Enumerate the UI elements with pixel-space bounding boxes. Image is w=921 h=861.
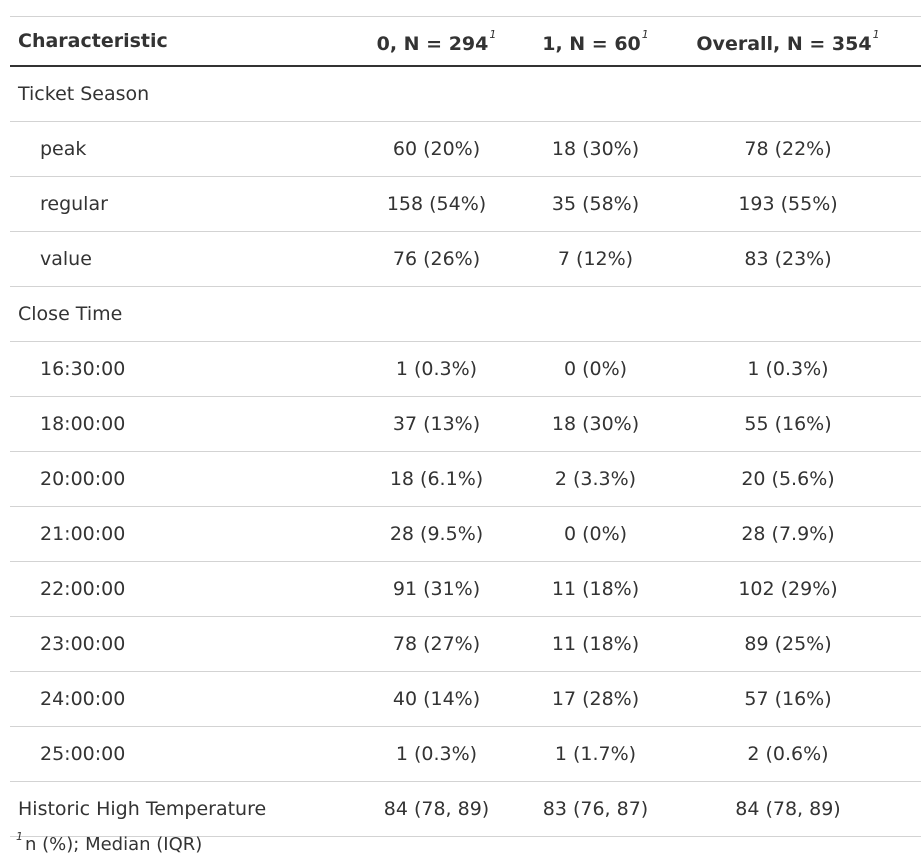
table-cell: 193 (55%) xyxy=(655,176,921,232)
footnote-marker: 1 xyxy=(16,830,23,843)
table-row: 16:30:00 1 (0.3%) 0 (0%) 1 (0.3%) xyxy=(10,341,921,397)
header-group-0: 0, N = 2941 xyxy=(337,16,536,67)
table-cell xyxy=(655,286,921,342)
table-cell: 2 (0.6%) xyxy=(655,726,921,782)
table-row: peak 60 (20%) 18 (30%) 78 (22%) xyxy=(10,121,921,177)
table-row: 25:00:00 1 (0.3%) 1 (1.7%) 2 (0.6%) xyxy=(10,726,921,782)
table-cell: 84 (78, 89) xyxy=(337,781,536,837)
table-cell: 1 (0.3%) xyxy=(655,341,921,397)
table-row: 23:00:00 78 (27%) 11 (18%) 89 (25%) xyxy=(10,616,921,672)
header-row: Characteristic 0, N = 2941 1, N = 601 Ov… xyxy=(10,16,921,67)
table-cell: 1 (1.7%) xyxy=(536,726,655,782)
header-label: Characteristic xyxy=(18,30,168,52)
table-cell: 76 (26%) xyxy=(337,231,536,287)
table-cell: 28 (7.9%) xyxy=(655,506,921,562)
footnote-marker: 1 xyxy=(489,27,497,41)
table-cell: 18 (6.1%) xyxy=(337,451,536,507)
table-cell: 83 (76, 87) xyxy=(536,781,655,837)
table-cell: 60 (20%) xyxy=(337,121,536,177)
row-level-label: regular xyxy=(10,176,337,232)
table-cell: 1 (0.3%) xyxy=(337,341,536,397)
row-level-label: 22:00:00 xyxy=(10,561,337,617)
row-level-label: peak xyxy=(10,121,337,177)
header-overall: Overall, N = 3541 xyxy=(655,16,921,67)
header-label: 1, N = 60 xyxy=(542,32,641,55)
table-cell: 83 (23%) xyxy=(655,231,921,287)
table-cell: 0 (0%) xyxy=(536,341,655,397)
table-cell: 28 (9.5%) xyxy=(337,506,536,562)
table-cell xyxy=(536,66,655,122)
footnote-text: n (%); Median (IQR) xyxy=(25,834,203,855)
table-cell: 0 (0%) xyxy=(536,506,655,562)
header-group-1: 1, N = 601 xyxy=(536,16,655,67)
row-level-label: 23:00:00 xyxy=(10,616,337,672)
table-row: 21:00:00 28 (9.5%) 0 (0%) 28 (7.9%) xyxy=(10,506,921,562)
table-row: Close Time xyxy=(10,286,921,342)
row-level-label: 24:00:00 xyxy=(10,671,337,727)
table-cell xyxy=(536,286,655,342)
table-cell: 37 (13%) xyxy=(337,396,536,452)
table-row: Ticket Season xyxy=(10,66,921,122)
header-label: 0, N = 294 xyxy=(376,32,489,55)
header-label: Overall, N = 354 xyxy=(696,32,872,55)
table-cell: 20 (5.6%) xyxy=(655,451,921,507)
table-row: 24:00:00 40 (14%) 17 (28%) 57 (16%) xyxy=(10,671,921,727)
table-row: Historic High Temperature 84 (78, 89) 83 (… xyxy=(10,781,921,837)
table-row: 22:00:00 91 (31%) 11 (18%) 102 (29%) xyxy=(10,561,921,617)
row-variable-label: Historic High Temperature xyxy=(10,781,337,837)
table-cell: 11 (18%) xyxy=(536,616,655,672)
table-cell: 35 (58%) xyxy=(536,176,655,232)
table-cell xyxy=(655,66,921,122)
row-level-label: 18:00:00 xyxy=(10,396,337,452)
table-cell: 84 (78, 89) xyxy=(655,781,921,837)
table-row: regular 158 (54%) 35 (58%) 193 (55%) xyxy=(10,176,921,232)
table-cell: 18 (30%) xyxy=(536,396,655,452)
row-level-label: value xyxy=(10,231,337,287)
table-cell: 1 (0.3%) xyxy=(337,726,536,782)
table-cell: 78 (27%) xyxy=(337,616,536,672)
footnote-marker: 1 xyxy=(641,27,649,41)
row-level-label: 21:00:00 xyxy=(10,506,337,562)
table-cell: 91 (31%) xyxy=(337,561,536,617)
row-level-label: 16:30:00 xyxy=(10,341,337,397)
summary-table: Characteristic 0, N = 2941 1, N = 601 Ov… xyxy=(10,16,921,837)
table-cell: 78 (22%) xyxy=(655,121,921,177)
table-cell: 55 (16%) xyxy=(655,396,921,452)
footnote-marker: 1 xyxy=(872,27,880,41)
table-cell: 17 (28%) xyxy=(536,671,655,727)
row-level-label: 25:00:00 xyxy=(10,726,337,782)
table-cell: 89 (25%) xyxy=(655,616,921,672)
header-characteristic: Characteristic xyxy=(10,16,337,67)
table-cell xyxy=(337,286,536,342)
table-cell: 102 (29%) xyxy=(655,561,921,617)
table-cell: 11 (18%) xyxy=(536,561,655,617)
table-cell xyxy=(337,66,536,122)
table-cell: 18 (30%) xyxy=(536,121,655,177)
table-cell: 158 (54%) xyxy=(337,176,536,232)
table-cell: 7 (12%) xyxy=(536,231,655,287)
row-variable-label: Ticket Season xyxy=(10,66,337,122)
table-row: value 76 (26%) 7 (12%) 83 (23%) xyxy=(10,231,921,287)
table-cell: 2 (3.3%) xyxy=(536,451,655,507)
table-header: Characteristic 0, N = 2941 1, N = 601 Ov… xyxy=(10,16,921,67)
table-row: 18:00:00 37 (13%) 18 (30%) 55 (16%) xyxy=(10,396,921,452)
table-cell: 57 (16%) xyxy=(655,671,921,727)
row-level-label: 20:00:00 xyxy=(10,451,337,507)
row-variable-label: Close Time xyxy=(10,286,337,342)
table-cell: 40 (14%) xyxy=(337,671,536,727)
table-row: 20:00:00 18 (6.1%) 2 (3.3%) 20 (5.6%) xyxy=(10,451,921,507)
table-body: Ticket Season peak 60 (20%) 18 (30%) 78 (22%… xyxy=(10,66,921,837)
